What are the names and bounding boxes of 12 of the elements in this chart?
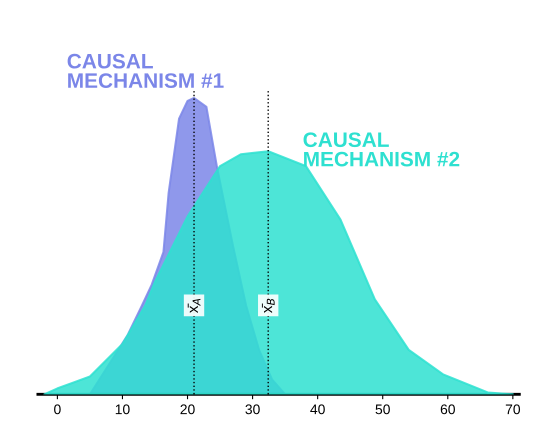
- ref-line-label: x̄$_{A}$: [188, 298, 200, 314]
- x-tick-label: 40: [310, 404, 325, 414]
- ref-line-label: x̄$_{B}$: [262, 298, 275, 314]
- x-tick-label: 30: [245, 404, 260, 414]
- series-label: CAUSAL MECHANISM #2: [304, 132, 460, 167]
- series-label: CAUSAL MECHANISM #1: [68, 54, 224, 88]
- x-tick-label: 70: [506, 404, 520, 414]
- x-tick-label: 10: [116, 404, 130, 414]
- x-tick-label: 50: [376, 404, 390, 414]
- x-tick-label: 20: [180, 404, 195, 414]
- x-tick-label: 0: [54, 404, 61, 414]
- x-tick-label: 60: [440, 404, 455, 414]
